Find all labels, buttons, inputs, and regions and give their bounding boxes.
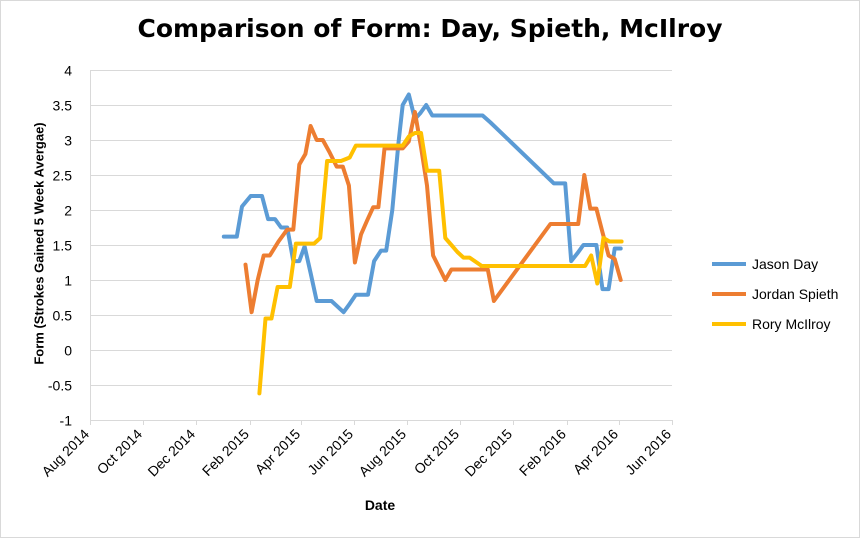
y-tick-label: -0.5 (48, 378, 72, 394)
y-tick-label: 0.5 (53, 308, 73, 324)
x-tick-label: Jun 2015 (304, 426, 356, 478)
x-tick-label: Aug 2014 (38, 426, 92, 480)
legend-label-jason-day: Jason Day (752, 256, 818, 272)
y-tick-label: 2.5 (53, 168, 73, 184)
x-axis-ticks: Aug 2014 Oct 2014 Dec 2014 Feb 2015 Apr 2015… (38, 426, 674, 480)
y-tick-label: 1.5 (53, 238, 73, 254)
x-tick-label: Feb 2015 (199, 426, 252, 479)
x-tick-label: Aug 2015 (355, 426, 409, 480)
x-tick-label: Feb 2016 (516, 426, 569, 479)
x-tick-label: Jun 2016 (622, 426, 674, 478)
x-tick-label: Dec 2015 (461, 426, 515, 480)
legend-label-jordan-spieth: Jordan Spieth (752, 286, 838, 302)
x-tick-label: Oct 2015 (411, 426, 463, 478)
legend: Jason Day Jordan Spieth Rory McIlroy (712, 256, 838, 332)
y-tick-label: -1 (60, 413, 73, 429)
x-tick-label: Dec 2014 (144, 426, 198, 480)
series-line-jordan-spieth (243, 110, 623, 315)
legend-label-rory-mcilroy: Rory McIlroy (752, 316, 831, 332)
y-axis-ticks: -1 -0.5 0 0.5 1 1.5 2 2.5 3 3.5 4 (48, 63, 72, 429)
y-tick-label: 4 (64, 63, 72, 79)
y-tick-label: 2 (64, 203, 72, 219)
series-line-jason-day (221, 92, 623, 315)
x-tick-label: Oct 2014 (94, 426, 146, 478)
y-tick-label: 3 (64, 133, 72, 149)
y-tick-label: 0 (64, 343, 72, 359)
gridlines (90, 70, 673, 425)
x-axis-label: Date (364, 497, 396, 513)
y-tick-label: 1 (64, 273, 72, 289)
chart-title: Comparison of Form: Day, Spieth, McIlroy (137, 14, 723, 43)
x-tick-label: Apr 2016 (570, 426, 622, 478)
x-tick-label: Apr 2015 (252, 426, 304, 478)
series-line-rory-mcilroy (257, 131, 624, 396)
series-lines (221, 92, 624, 396)
y-tick-label: 3.5 (53, 98, 73, 114)
